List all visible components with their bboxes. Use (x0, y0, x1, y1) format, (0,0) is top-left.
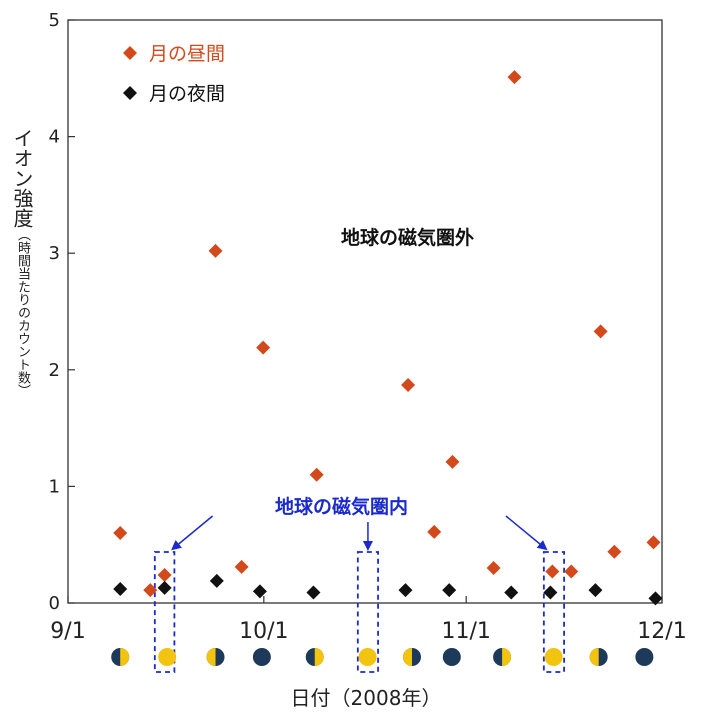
daytime-point (401, 377, 416, 392)
magnetosphere-window (542, 551, 565, 673)
y-axis-label-main: イオン強度 (10, 128, 34, 228)
x-tick-label: 10/1 (239, 619, 288, 644)
nighttime-point (398, 583, 413, 598)
y-tick-label: 0 (49, 593, 60, 614)
y-axis-ticks: 0 1 2 3 4 5 (49, 10, 75, 614)
moon-full-icon (358, 648, 377, 666)
plot-frame (67, 19, 663, 604)
daytime-point (143, 583, 158, 598)
moon-lit-half (120, 648, 130, 666)
daytime-point (445, 454, 460, 469)
daytime-point (564, 564, 579, 579)
nighttime-point (157, 580, 172, 595)
daytime-point (545, 564, 560, 579)
moon-last-quarter-icon (402, 648, 421, 666)
annotation-arrow (505, 515, 548, 551)
x-axis-label: 日付（2008年） (291, 686, 442, 710)
annotation-outside: 地球の磁気圏外 (341, 226, 474, 249)
nighttime-point (306, 585, 321, 600)
daytime-point (646, 535, 661, 550)
legend-marker-night (123, 86, 137, 100)
daytime-point (427, 524, 442, 539)
y-tick-label: 3 (49, 243, 60, 264)
nighttime-point (252, 584, 267, 599)
x-tick-label: 9/1 (50, 619, 85, 644)
nighttime-point (543, 585, 558, 600)
daytime-point (486, 561, 501, 576)
moon-last-quarter-icon (589, 648, 608, 666)
nighttime-point (209, 573, 224, 588)
legend-label-night: 月の夜間 (149, 83, 225, 105)
daytime-point (234, 559, 249, 574)
x-axis-ticks: 9/1 10/1 11/1 12/1 (50, 596, 687, 644)
moon-full-icon (158, 648, 177, 666)
nighttime-point (648, 591, 663, 606)
daytime-point (256, 340, 271, 355)
moon-phase-row (111, 648, 654, 666)
moon-first-quarter-icon (493, 648, 512, 666)
moon-full-icon (544, 648, 563, 666)
y-axis-label-note: （時間当たりのカウント数） (15, 228, 30, 397)
y-tick-label: 2 (49, 360, 60, 381)
moon-lit-half (502, 648, 512, 666)
magnetosphere-window (153, 551, 176, 673)
y-tick-label: 4 (49, 127, 60, 148)
daytime-point (607, 544, 622, 559)
moon-lit-half (314, 648, 324, 666)
x-tick-label: 11/1 (441, 619, 490, 644)
moon-lit-half (206, 648, 216, 666)
daytime-point (309, 467, 324, 482)
daytime-point (157, 568, 172, 583)
data-points (113, 70, 663, 606)
moon-lit-half (589, 648, 599, 666)
nighttime-point (442, 583, 457, 598)
moon-lit-half (402, 648, 412, 666)
magnetosphere-window (356, 551, 379, 673)
y-axis-label: イオン強度（時間当たりのカウント数） (7, 128, 37, 397)
legend-label-day: 月の昼間 (149, 43, 225, 65)
moon-new-icon (252, 648, 271, 666)
legend: 月の昼間 月の夜間 (123, 43, 225, 105)
nighttime-point (588, 583, 603, 598)
annotation-inside: 地球の磁気圏内 (275, 495, 408, 518)
moon-new-icon (442, 648, 461, 666)
daytime-point (113, 526, 128, 541)
nighttime-point (113, 582, 128, 597)
daytime-point (593, 324, 608, 339)
daytime-point (507, 70, 522, 85)
nighttime-point (504, 585, 519, 600)
legend-marker-day (123, 46, 137, 60)
moon-new-icon (635, 648, 654, 666)
daytime-point (208, 243, 223, 258)
y-tick-label: 5 (49, 10, 60, 31)
x-tick-label: 12/1 (637, 619, 686, 644)
moon-last-quarter-icon (206, 648, 225, 666)
annotation-arrows (171, 515, 548, 551)
moon-first-quarter-icon (305, 648, 324, 666)
y-tick-label: 1 (49, 476, 60, 497)
annotation-arrow (171, 515, 214, 551)
magnetosphere-windows (153, 551, 565, 673)
moon-first-quarter-icon (111, 648, 130, 666)
